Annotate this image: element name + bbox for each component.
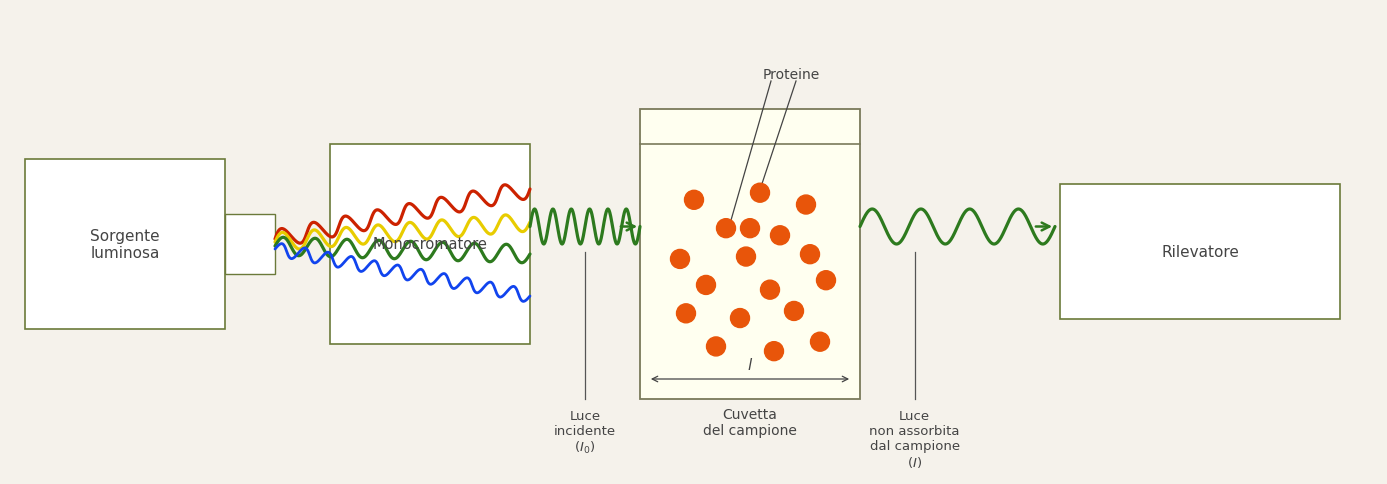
Circle shape bbox=[785, 302, 803, 321]
Text: Luce
non assorbita
dal campione
($I$): Luce non assorbita dal campione ($I$) bbox=[870, 409, 960, 469]
Bar bbox=[639, 110, 860, 399]
Circle shape bbox=[677, 304, 695, 323]
Circle shape bbox=[696, 276, 716, 295]
Circle shape bbox=[717, 219, 735, 238]
Text: Rilevatore: Rilevatore bbox=[1161, 244, 1239, 259]
Circle shape bbox=[800, 245, 820, 264]
Text: Sorgente
luminosa: Sorgente luminosa bbox=[90, 228, 160, 261]
Text: Proteine: Proteine bbox=[763, 68, 820, 82]
Circle shape bbox=[741, 219, 760, 238]
Circle shape bbox=[796, 196, 816, 214]
Circle shape bbox=[810, 333, 829, 351]
Bar bbox=[330, 145, 530, 344]
Bar bbox=[25, 160, 225, 329]
Circle shape bbox=[817, 271, 835, 290]
Circle shape bbox=[764, 342, 784, 361]
Bar bbox=[225, 214, 275, 274]
Circle shape bbox=[750, 184, 770, 203]
Circle shape bbox=[760, 281, 779, 300]
Circle shape bbox=[731, 309, 749, 328]
Text: Monocromatore: Monocromatore bbox=[373, 237, 487, 252]
Circle shape bbox=[771, 227, 789, 245]
Circle shape bbox=[736, 247, 756, 267]
Bar bbox=[1060, 184, 1340, 319]
Circle shape bbox=[706, 337, 725, 356]
Text: Luce
incidente
($I_0$): Luce incidente ($I_0$) bbox=[553, 409, 616, 455]
Circle shape bbox=[685, 191, 703, 210]
Text: Cuvetta
del campione: Cuvetta del campione bbox=[703, 407, 798, 438]
Text: l: l bbox=[748, 357, 752, 372]
Circle shape bbox=[670, 250, 689, 269]
